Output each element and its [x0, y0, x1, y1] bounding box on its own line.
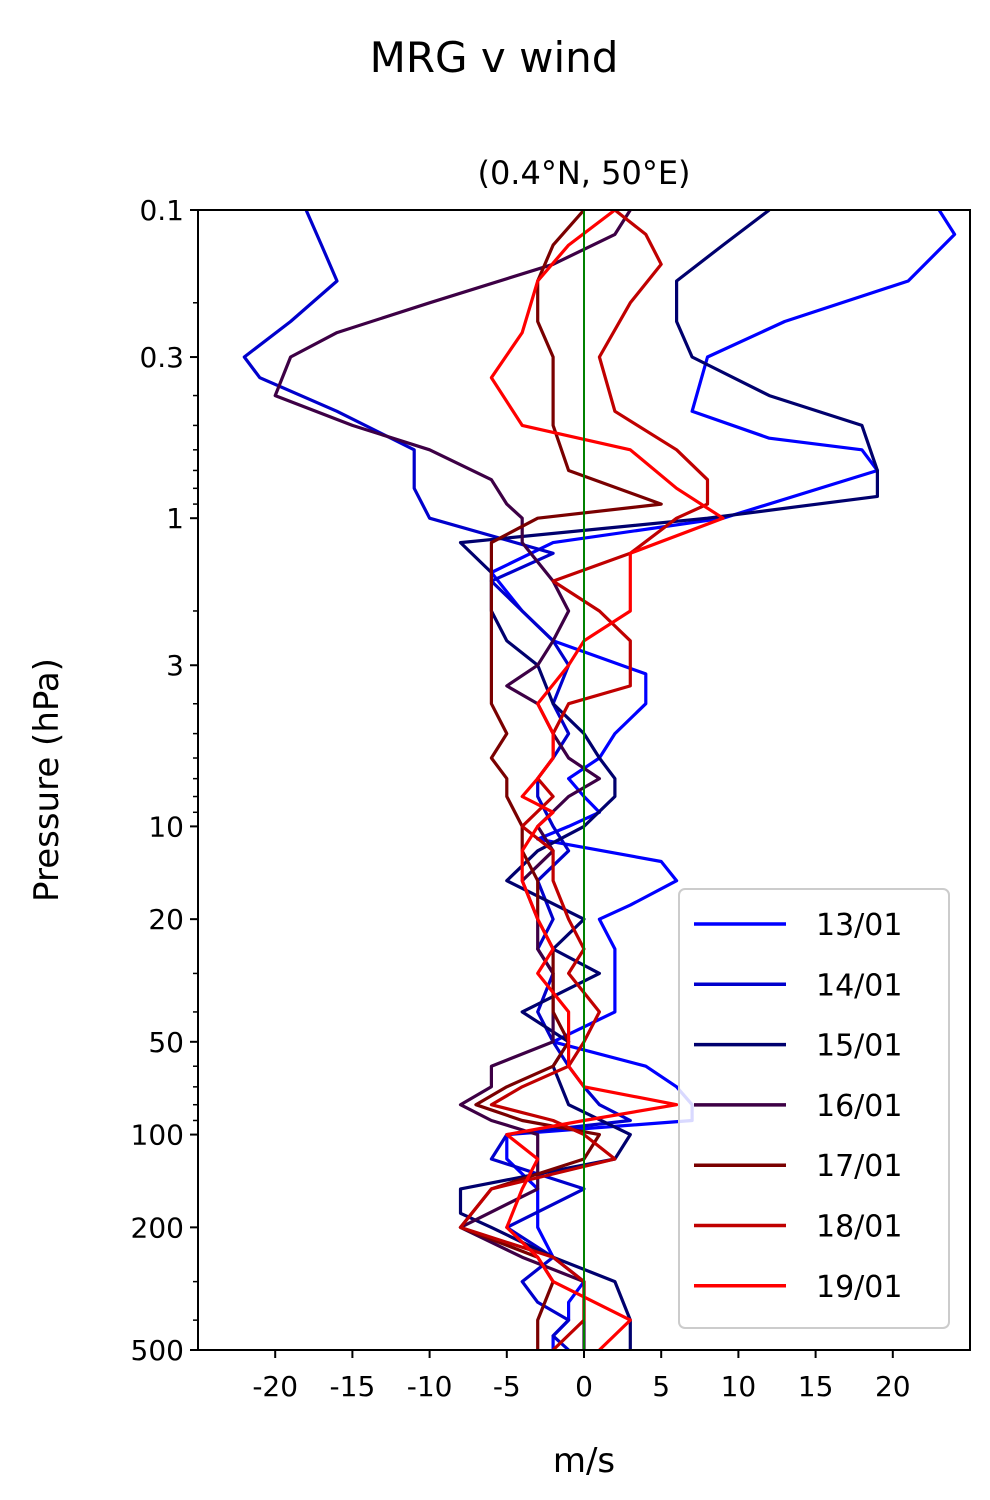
x-tick-label: -15 — [330, 1370, 376, 1403]
legend: 13/01 14/01 15/01 16/01 17/01 18/01 19/01 — [678, 888, 950, 1329]
y-axis: 0.1 0.3 1 3 10 20 50 100 200 500 — [131, 194, 198, 1367]
y-tick-label: 3 — [166, 649, 184, 682]
legend-label: 14/01 — [816, 968, 902, 1003]
series-line-19-01 — [489, 210, 725, 1350]
chart-title: MRG v wind — [370, 33, 619, 82]
y-tick-label: 10 — [148, 810, 184, 843]
series-line-17-01 — [458, 210, 663, 1350]
x-tick-label: 10 — [721, 1370, 757, 1403]
series-line-18-01 — [458, 210, 710, 1350]
y-axis-label: Pressure (hPa) — [27, 658, 67, 902]
y-tick-label: 500 — [131, 1334, 184, 1367]
legend-label: 15/01 — [816, 1029, 902, 1064]
chart-subtitle: (0.4°N, 50°E) — [477, 154, 690, 192]
x-tick-label: 15 — [798, 1370, 834, 1403]
legend-label: 19/01 — [816, 1270, 902, 1305]
legend-box — [678, 888, 950, 1329]
legend-label: 17/01 — [816, 1149, 902, 1184]
legend-label: 16/01 — [816, 1089, 902, 1124]
series-line-16-01 — [273, 210, 632, 1350]
y-tick-label: 0.3 — [139, 341, 184, 374]
x-tick-label: 5 — [652, 1370, 670, 1403]
x-tick-label: 20 — [875, 1370, 911, 1403]
y-tick-label: 100 — [131, 1119, 184, 1152]
plot-content — [242, 210, 957, 1350]
legend-label: 18/01 — [816, 1210, 902, 1245]
x-tick-label: -20 — [252, 1370, 298, 1403]
x-axis-label: m/s — [553, 1441, 615, 1481]
series-line-14-01 — [242, 210, 632, 1350]
y-tick-label: 0.1 — [139, 194, 184, 227]
x-axis: -20 -15 -10 -5 0 5 10 15 20 — [252, 1350, 911, 1403]
y-tick-label: 1 — [166, 502, 184, 535]
y-tick-label: 50 — [148, 1026, 184, 1059]
x-tick-label: 0 — [575, 1370, 593, 1403]
y-tick-label: 200 — [131, 1211, 184, 1244]
legend-label: 13/01 — [816, 908, 902, 943]
x-tick-label: -5 — [493, 1370, 521, 1403]
x-tick-label: -10 — [407, 1370, 453, 1403]
y-tick-label: 20 — [148, 903, 184, 936]
series-line-15-01 — [458, 210, 880, 1350]
